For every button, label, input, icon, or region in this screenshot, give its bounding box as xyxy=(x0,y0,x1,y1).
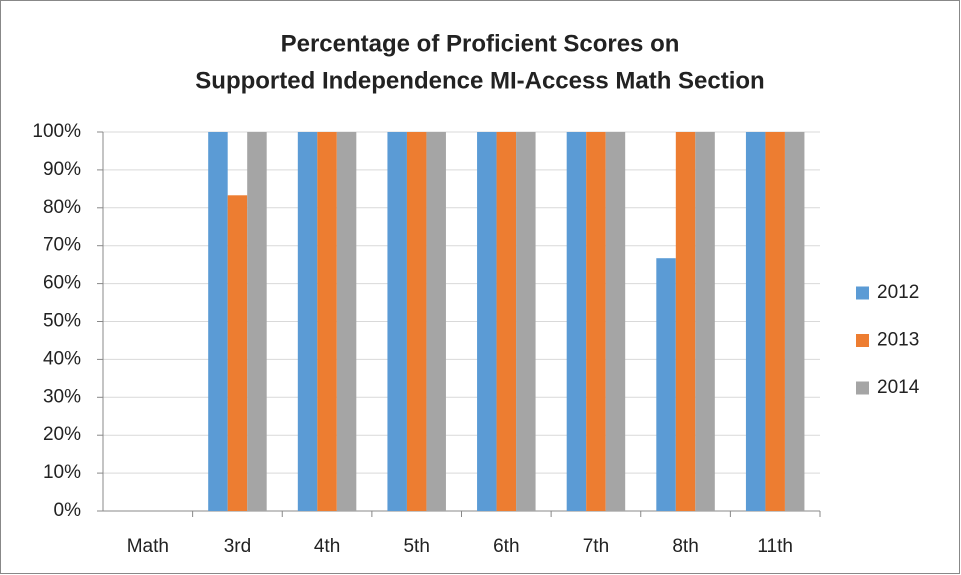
bar xyxy=(784,132,805,511)
y-tick-label: 0% xyxy=(54,500,82,521)
y-tick-label: 60% xyxy=(43,273,81,294)
bar xyxy=(426,132,446,511)
legend-label: 2012 xyxy=(877,282,919,303)
legend-swatch xyxy=(856,286,869,300)
chart-title: Percentage of Proficient Scores on xyxy=(281,30,680,57)
bar xyxy=(765,132,785,511)
legend-label: 2013 xyxy=(877,330,919,351)
y-tick-label: 80% xyxy=(43,197,81,218)
bar xyxy=(745,132,766,511)
bar xyxy=(496,132,517,511)
bar xyxy=(695,132,715,511)
x-tick-label: 6th xyxy=(493,536,519,557)
y-tick-label: 10% xyxy=(43,462,81,483)
bar xyxy=(387,132,407,511)
y-tick-label: 100% xyxy=(32,121,81,142)
bar xyxy=(516,132,536,511)
y-tick-label: 40% xyxy=(43,348,81,369)
x-tick-label: Math xyxy=(127,536,169,557)
bar xyxy=(297,132,318,511)
legend-swatch xyxy=(856,334,869,347)
x-tick-label: 5th xyxy=(403,536,429,557)
bar xyxy=(406,132,427,511)
x-tick-label: 3rd xyxy=(224,536,251,557)
bar xyxy=(586,132,606,511)
bar xyxy=(227,195,248,511)
x-tick-label: 4th xyxy=(314,536,340,557)
legend-swatch xyxy=(856,381,869,395)
bar xyxy=(336,132,357,511)
x-tick-label: 11th xyxy=(757,536,793,557)
y-tick-label: 90% xyxy=(43,159,81,180)
bar xyxy=(605,132,626,511)
legend-label: 2014 xyxy=(877,377,920,398)
y-tick-label: 50% xyxy=(43,311,81,332)
y-tick-label: 30% xyxy=(43,386,81,407)
bar xyxy=(675,132,696,511)
y-tick-label: 20% xyxy=(43,424,81,445)
x-tick-label: 7th xyxy=(583,536,609,557)
bar xyxy=(317,132,337,511)
chart-title: Supported Independence MI-Access Math Se… xyxy=(195,67,764,94)
bar xyxy=(208,132,228,511)
bar xyxy=(656,258,676,511)
bar xyxy=(566,132,587,511)
bar xyxy=(247,132,267,511)
bar xyxy=(477,132,497,511)
x-tick-label: 8th xyxy=(672,536,698,557)
y-tick-label: 70% xyxy=(43,235,81,256)
